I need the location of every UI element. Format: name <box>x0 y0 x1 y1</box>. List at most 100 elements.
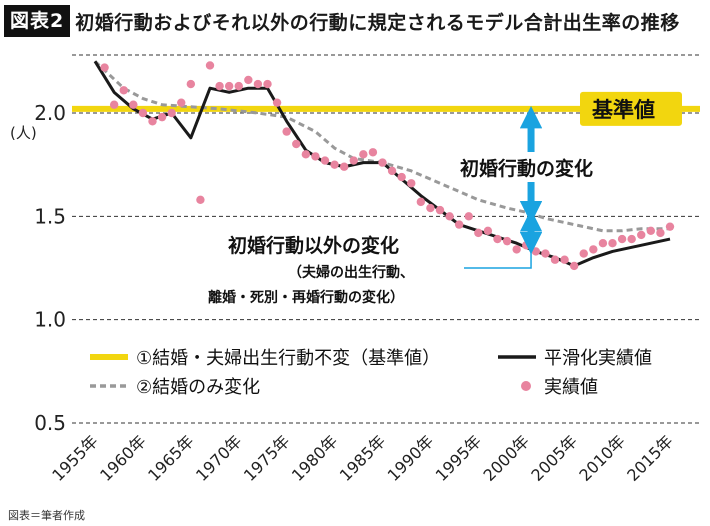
actual-point <box>253 79 263 89</box>
actual-point <box>320 156 330 165</box>
actual-point <box>224 81 234 91</box>
legend-item-smoothed: 平滑化実績値 <box>498 348 652 369</box>
actual-point <box>435 205 445 215</box>
actual-point <box>359 150 368 159</box>
marriage-change-label-box <box>458 152 638 182</box>
actual-point <box>454 220 464 229</box>
actual-point <box>608 239 617 248</box>
actual-point <box>100 63 109 72</box>
actual-point <box>656 228 665 238</box>
baseline-tag-box <box>580 91 682 126</box>
actual-point <box>493 234 502 244</box>
other-change-label: 初婚行動以外の変化 <box>228 234 399 257</box>
actual-point <box>426 203 435 213</box>
actual-point <box>119 86 128 95</box>
series-marriage-only <box>93 60 670 233</box>
x-tick-label: 1960年 <box>96 431 150 485</box>
actual-point <box>244 75 253 85</box>
x-axis: 1955年1960年1965年1970年1975年1980年1985年1990年… <box>48 431 677 485</box>
actual-point <box>263 79 272 89</box>
x-tick-label: 2005年 <box>527 431 581 485</box>
legend-label: ①結婚・夫婦出生行動不変（基準値） <box>136 348 440 369</box>
y-axis-label: (人) <box>10 124 37 142</box>
actual-point <box>330 160 339 169</box>
actual-point <box>378 158 387 167</box>
actual-point <box>617 234 627 244</box>
other-change-detail-1: （夫婦の出生行動、 <box>288 264 414 281</box>
actual-point <box>512 245 521 254</box>
actual-point <box>407 179 416 188</box>
actual-point <box>311 152 320 161</box>
x-tick-label: 1985年 <box>336 431 390 485</box>
legend-item-marriage-only: ②結婚のみ変化 <box>90 377 260 398</box>
actual-point <box>177 98 186 107</box>
legend-item-baseline: ①結婚・夫婦出生行動不変（基準値） <box>90 348 440 369</box>
actual-point <box>531 247 541 256</box>
other-change-detail-2: 離婚・死別・再婚行動の変化） <box>208 289 404 306</box>
actual-point <box>272 98 282 107</box>
actual-point <box>598 239 608 248</box>
actual-point <box>416 197 426 207</box>
actual-point <box>368 148 378 157</box>
actual-point <box>215 81 224 91</box>
x-tick-label: 2010年 <box>575 431 629 485</box>
actual-point <box>397 172 406 182</box>
actual-point <box>205 61 215 70</box>
legend-item-actual: 実績値 <box>521 377 598 398</box>
actual-point <box>349 156 358 165</box>
figure-title: 初婚行動およびそれ以外の行動に規定されるモデル合計出生率の推移 <box>75 11 680 34</box>
actual-point <box>196 195 205 204</box>
actual-point <box>339 162 349 171</box>
actual-point <box>387 166 397 176</box>
actual-point <box>445 212 454 221</box>
x-tick-label: 1990年 <box>384 431 438 485</box>
actual-point <box>665 222 675 231</box>
y-axis: 0.5 1.0 1.5 2.0 <box>34 101 66 435</box>
actual-point <box>637 230 646 240</box>
y-tick-label: 1.0 <box>34 308 66 332</box>
annotations: 基準値 初婚行動の変化 初婚行動以外の変化 （夫婦の出生行動、 離婚・死別・再婚… <box>208 91 682 306</box>
source-note: 図表＝筆者作成 <box>8 509 85 522</box>
actual-point <box>483 226 493 235</box>
actual-point <box>301 150 311 159</box>
actual-point <box>157 112 167 122</box>
actual-point <box>579 249 588 258</box>
x-tick-label: 2000年 <box>480 431 534 485</box>
y-tick-label: 0.5 <box>34 411 66 435</box>
x-tick-label: 2015年 <box>623 431 677 485</box>
x-tick-label: 1995年 <box>432 431 486 485</box>
x-tick-label: 1955年 <box>48 431 102 485</box>
actual-point <box>560 255 569 264</box>
figure-label: 図表2 <box>4 5 71 37</box>
actual-point <box>627 234 636 244</box>
actual-point <box>541 249 550 258</box>
actual-point <box>646 226 656 235</box>
actual-point <box>464 212 473 221</box>
actual-point <box>167 108 176 118</box>
figure-header: 図表2 初婚行動およびそれ以外の行動に規定されるモデル合計出生率の推移 <box>4 4 680 38</box>
legend-label: 実績値 <box>544 377 598 398</box>
actual-point <box>282 127 291 136</box>
actual-point <box>502 236 512 246</box>
actual-point <box>138 108 148 118</box>
y-tick-label: 2.0 <box>34 101 66 125</box>
x-tick-label: 1975年 <box>240 431 294 485</box>
actual-point <box>186 79 196 89</box>
legend: ①結婚・夫婦出生行動不変（基準値） 平滑化実績値 ②結婚のみ変化 実績値 <box>90 348 652 398</box>
y-tick-label: 1.5 <box>34 204 66 228</box>
baseline-tag: 基準値 <box>592 98 655 122</box>
actual-point <box>550 255 560 264</box>
marriage-change-label: 初婚行動の変化 <box>460 157 593 180</box>
other-change-callout-line <box>464 232 532 269</box>
actual-point <box>234 81 243 91</box>
legend-label: 平滑化実績値 <box>544 348 652 369</box>
actual-point <box>569 261 579 271</box>
x-tick-label: 1965年 <box>144 431 198 485</box>
actual-point <box>589 245 598 254</box>
actual-point <box>474 228 483 238</box>
actual-point <box>148 117 157 126</box>
actual-point <box>129 100 138 109</box>
actual-point <box>109 100 119 109</box>
legend-label: ②結婚のみ変化 <box>136 377 260 398</box>
